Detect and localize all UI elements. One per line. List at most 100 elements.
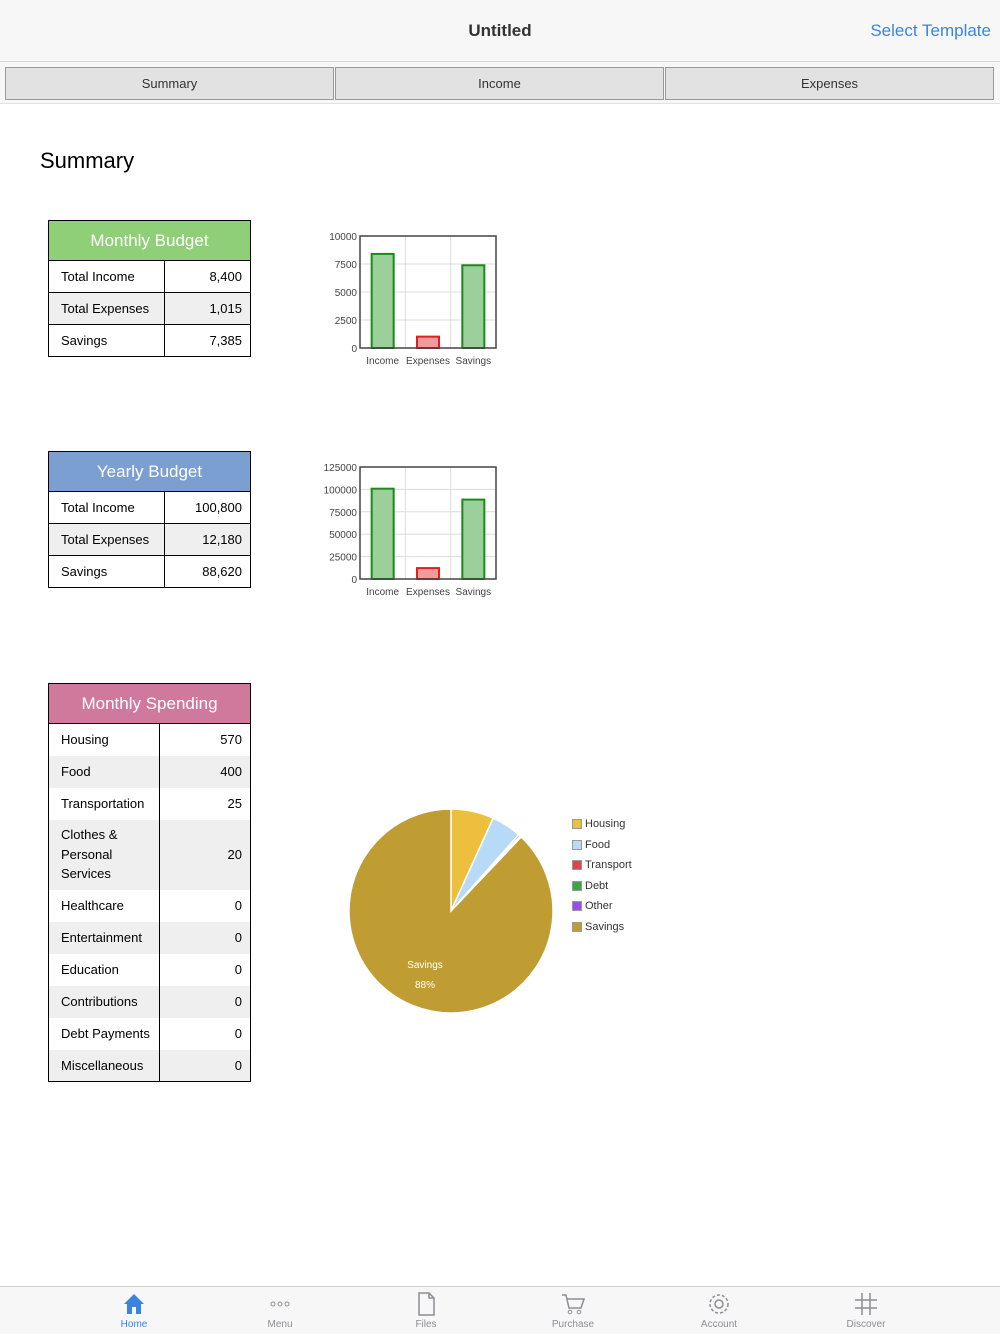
legend-item: Transport: [572, 855, 632, 876]
row-label: Miscellaneous: [48, 1049, 160, 1082]
file-icon: [366, 1287, 486, 1319]
row-value[interactable]: 88,620: [164, 555, 251, 588]
row-value[interactable]: 20: [158, 819, 251, 890]
yearly-budget-header: Yearly Budget: [48, 451, 251, 492]
legend-label: Other: [585, 900, 613, 913]
hash-icon: [806, 1287, 926, 1319]
row-label: Contributions: [48, 985, 160, 1018]
table-row: Total Expenses 1,015: [48, 292, 251, 325]
row-label: Clothes & Personal Services: [48, 819, 160, 890]
row-label: Debt Payments: [61, 1026, 150, 1041]
tab-label: Account: [700, 1319, 738, 1330]
bar: [461, 498, 486, 580]
bar: [416, 335, 440, 350]
legend-swatch: [572, 860, 582, 871]
row-label: Total Expenses: [48, 292, 165, 325]
bar: [461, 264, 486, 349]
table-row: Savings 7,385: [48, 324, 251, 357]
row-label: Education: [61, 962, 119, 977]
legend-label: Debt: [585, 879, 609, 892]
row-label: Healthcare: [61, 898, 124, 913]
y-tick-label: 5000: [335, 288, 358, 299]
row-value[interactable]: 25: [158, 787, 251, 820]
table-row: Housing 570: [49, 723, 251, 756]
legend-swatch: [572, 819, 582, 830]
row-value[interactable]: 0: [158, 889, 251, 922]
sheet-tabs: Summary Income Expenses: [0, 62, 1000, 104]
tab-label: Purchase: [551, 1319, 595, 1330]
yearly-bar-chart: 0 25000 50000 75000 100000 125000 Income Expens…: [318, 457, 518, 607]
legend-item: Other: [572, 896, 632, 917]
table-row: Transportation 25: [49, 787, 251, 820]
table-row: Total Income 8,400: [48, 260, 251, 293]
row-label: Total Income: [48, 491, 165, 524]
legend-swatch: [572, 901, 582, 912]
tab-summary[interactable]: Summary: [5, 67, 334, 100]
y-tick-label: 125000: [324, 463, 358, 474]
table-row: Savings 88,620: [48, 555, 251, 588]
y-tick-label: 25000: [329, 553, 357, 564]
legend-label: Housing: [585, 818, 626, 831]
legend-swatch: [572, 839, 582, 850]
table-row: Healthcare 0: [49, 889, 251, 922]
tab-label: Home: [120, 1319, 148, 1330]
row-label: Entertainment: [48, 921, 160, 954]
spending-pie-chart: Savings 88%: [340, 800, 562, 1022]
home-icon: [74, 1287, 194, 1319]
tab-label: Menu: [267, 1319, 293, 1330]
spending-pie-chart-svg: Savings 88%: [348, 808, 554, 1014]
x-tick-label: Income: [366, 587, 399, 598]
table-row: Total Income 100,800: [48, 491, 251, 524]
row-value[interactable]: 0: [158, 985, 251, 1018]
row-label: Food: [48, 755, 160, 788]
row-value[interactable]: 12,180: [164, 523, 251, 556]
yearly-budget-table: Yearly Budget Total Income 100,800 Total …: [48, 451, 251, 588]
table-row: Contributions 0: [48, 985, 251, 1018]
pie-legend: Housing Food Transport Debt Other Savings: [572, 814, 632, 937]
row-value[interactable]: 8,400: [164, 260, 251, 293]
legend-item: Food: [572, 835, 632, 856]
more-icon: [220, 1287, 340, 1319]
navigation-bar: Untitled Select Template: [0, 0, 1000, 62]
y-tick-label: 100000: [324, 485, 358, 496]
row-value[interactable]: 7,385: [164, 324, 251, 357]
x-tick-label: Savings: [456, 356, 492, 367]
row-value[interactable]: 0: [158, 953, 251, 986]
row-value[interactable]: 400: [158, 755, 251, 788]
x-tick-label: Expenses: [406, 356, 450, 367]
monthly-bar-chart: 0 2500 5000 7500 10000 Income Expenses Savings: [318, 226, 518, 376]
tab-expenses[interactable]: Expenses: [665, 67, 994, 100]
legend-label: Transport: [585, 859, 632, 872]
table-row: Food 400: [48, 755, 251, 788]
tab-income[interactable]: Income: [335, 67, 664, 100]
monthly-budget-header: Monthly Budget: [48, 220, 251, 261]
row-value[interactable]: 0: [158, 1049, 251, 1082]
monthly-budget-table: Monthly Budget Total Income 8,400 Total E…: [48, 220, 251, 357]
tab-home[interactable]: Home: [74, 1287, 194, 1335]
row-value[interactable]: 1,015: [164, 292, 251, 325]
tab-account[interactable]: Account: [659, 1287, 779, 1335]
y-tick-label: 0: [351, 575, 357, 586]
tab-files[interactable]: Files: [366, 1287, 486, 1335]
monthly-spending-table: Monthly Spending Housing 570 Food 400 Tran…: [48, 683, 251, 1082]
monthly-spending-header: Monthly Spending: [48, 683, 251, 724]
tab-discover[interactable]: Discover: [806, 1287, 926, 1335]
table-row: Miscellaneous 0: [48, 1049, 251, 1082]
table-row: Clothes & Personal Services 20: [48, 819, 251, 890]
y-tick-label: 75000: [329, 508, 357, 519]
bar: [416, 567, 440, 581]
row-label: Housing: [61, 732, 109, 748]
tab-purchase[interactable]: Purchase: [513, 1287, 633, 1335]
y-tick-label: 7500: [335, 260, 358, 271]
row-label: Savings: [48, 555, 165, 588]
row-value[interactable]: 100,800: [164, 491, 251, 524]
row-value[interactable]: 0: [158, 1017, 251, 1050]
gear-icon: [659, 1287, 779, 1319]
cart-icon: [513, 1287, 633, 1319]
row-value[interactable]: 570: [158, 723, 251, 756]
legend-label: Savings: [585, 920, 625, 933]
pie-data-label: Savings: [407, 960, 443, 971]
row-value[interactable]: 0: [158, 921, 251, 954]
select-template-button[interactable]: Select Template: [870, 21, 991, 40]
tab-menu[interactable]: Menu: [220, 1287, 340, 1335]
